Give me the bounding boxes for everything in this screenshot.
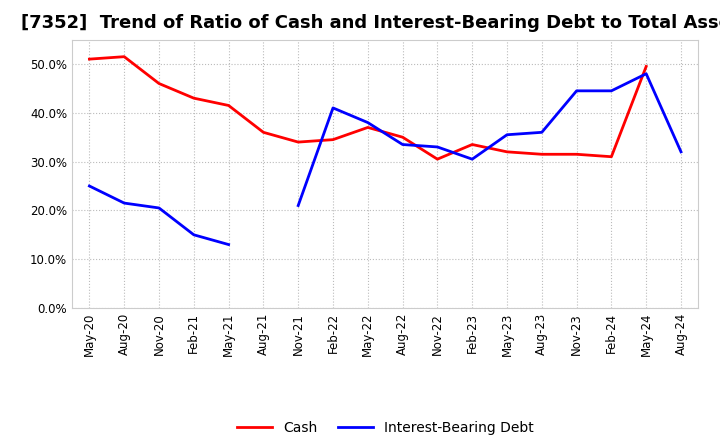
Cash xyxy=(572,152,581,157)
Cash xyxy=(120,54,129,59)
Cash xyxy=(537,152,546,157)
Cash xyxy=(398,135,407,140)
Cash xyxy=(607,154,616,159)
Interest-Bearing Debt xyxy=(225,242,233,247)
Cash xyxy=(294,139,302,145)
Cash xyxy=(433,157,442,162)
Cash xyxy=(225,103,233,108)
Line: Interest-Bearing Debt: Interest-Bearing Debt xyxy=(89,186,229,245)
Cash xyxy=(155,81,163,86)
Cash xyxy=(189,95,198,101)
Cash xyxy=(85,56,94,62)
Interest-Bearing Debt xyxy=(155,205,163,211)
Cash xyxy=(642,64,651,69)
Interest-Bearing Debt xyxy=(85,183,94,189)
Cash xyxy=(468,142,477,147)
Cash xyxy=(503,149,511,154)
Line: Cash: Cash xyxy=(89,57,647,159)
Interest-Bearing Debt xyxy=(120,201,129,206)
Interest-Bearing Debt xyxy=(189,232,198,238)
Cash xyxy=(364,125,372,130)
Cash xyxy=(328,137,337,142)
Legend: Cash, Interest-Bearing Debt: Cash, Interest-Bearing Debt xyxy=(231,415,539,440)
Title: [7352]  Trend of Ratio of Cash and Interest-Bearing Debt to Total Assets: [7352] Trend of Ratio of Cash and Intere… xyxy=(21,15,720,33)
Cash xyxy=(259,130,268,135)
